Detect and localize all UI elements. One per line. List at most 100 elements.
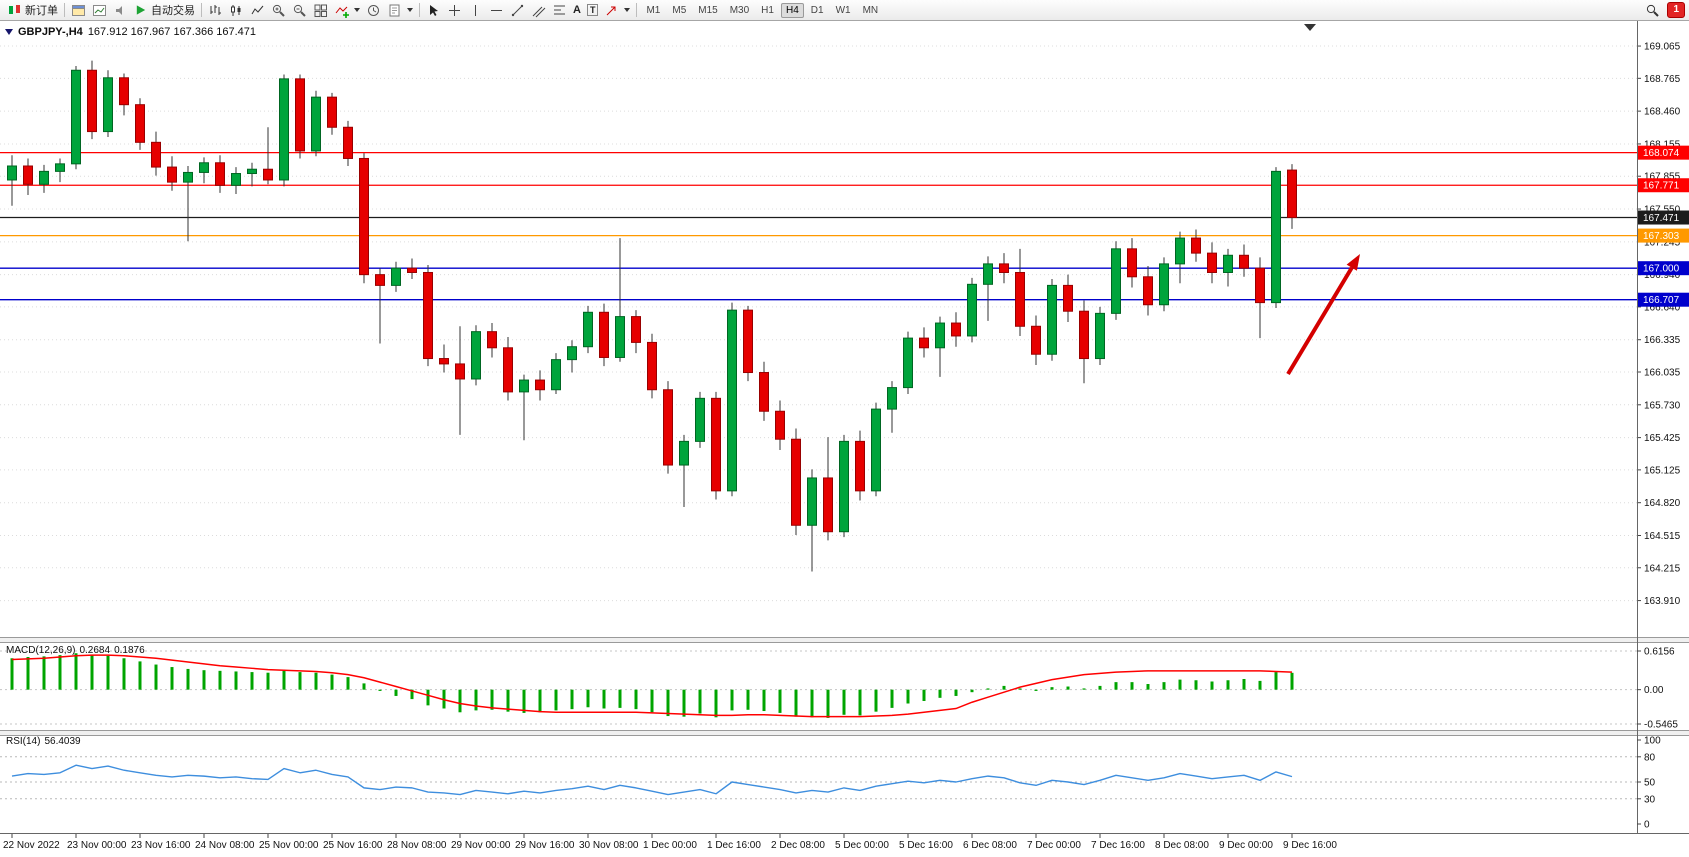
rsi-indicator-name: RSI(14) [6,736,41,747]
price-axis-label: 166.335 [1644,335,1681,346]
crosshair-icon [447,3,462,18]
price-axis-label: 166.640 [1644,302,1681,313]
timeframe-m5[interactable]: M5 [672,4,687,16]
channel-button[interactable] [528,2,549,19]
candlestick-chart-button[interactable] [226,2,247,19]
arrows-tool-button[interactable] [601,2,633,19]
timeframe-mn[interactable]: MN [862,4,879,16]
rsi-line [11,764,1293,796]
timeframe-m15[interactable]: M15 [698,4,718,16]
price-tag-167.471 [1638,210,1689,225]
market-watch-button[interactable] [89,2,110,19]
time-axis-label: 22 Nov 2022 [3,840,60,851]
timeframe-d1[interactable]: D1 [810,4,824,16]
price-axis-label: 163.910 [1644,596,1681,607]
price-axis-label: 169.065 [1644,42,1681,53]
tile-windows-button[interactable] [310,2,331,19]
time-axis-label: 5 Dec 00:00 [835,840,889,851]
horizontal-line-icon [489,3,504,18]
collapse-icon[interactable] [5,29,13,35]
dropdown-caret-icon [624,8,631,12]
price-tag-168.074 [1638,145,1689,160]
indicators-button[interactable] [331,2,363,19]
macd-value: 0.2684 [79,645,111,656]
crosshair-button[interactable] [444,2,465,19]
timeframe-m1[interactable]: M1 [646,4,661,16]
play-icon [134,3,148,17]
time-axis-label: 29 Nov 00:00 [451,840,511,851]
time-axis-label: 5 Dec 16:00 [899,840,953,851]
price-axis-label: 165.125 [1644,465,1681,476]
horizontal-level-lines[interactable] [0,152,1637,301]
macd-signal-line [11,654,1293,718]
time-axis-label: 24 Nov 08:00 [195,840,255,851]
templates-button[interactable] [384,2,416,19]
macd-label: MACD(12,26,9) 0.2684 0.1876 [6,645,145,656]
timeframe-h4[interactable]: H4 [780,2,804,18]
panel-dividers[interactable] [0,20,1689,834]
chart-window-icon [71,3,86,18]
fibonacci-icon [552,3,567,18]
cursor-button[interactable] [423,2,444,19]
svg-text:167.303: 167.303 [1643,231,1680,242]
timeframe-bar: M1 M5 M15 M30 H1 H4 D1 W1 MN [640,2,884,18]
fibonacci-button[interactable] [549,2,570,19]
price-tag-166.707 [1638,292,1689,307]
time-axis[interactable] [11,834,1293,838]
zoom-out-button[interactable] [289,2,310,19]
auto-trading-button[interactable]: 自动交易 [131,2,198,19]
rsi-panel [0,739,1641,825]
rsi-axis-label: 50 [1644,778,1656,789]
price-axis-label: 168.765 [1644,74,1681,85]
chart-window-button[interactable] [68,2,89,19]
new-order-button[interactable]: 新订单 [4,2,61,19]
search-icon [1645,3,1660,18]
channel-icon [531,3,546,18]
price-axis-label: 167.245 [1644,237,1681,248]
dropdown-caret-icon [407,8,413,12]
separator [636,3,638,17]
time-axis-label: 2 Dec 08:00 [771,840,825,851]
template-icon [387,3,402,18]
time-axis-label: 8 Dec 08:00 [1155,840,1209,851]
chart-shift-marker[interactable] [1304,24,1316,31]
price-axis-label: 164.515 [1644,531,1681,542]
time-axis-label: 9 Dec 00:00 [1219,840,1273,851]
notification-badge[interactable]: 1 [1667,2,1685,18]
timeframe-m30[interactable]: M30 [729,4,750,16]
text-tool-button[interactable]: A [570,2,584,19]
horizontal-line-button[interactable] [486,2,507,19]
chart-symbol-title: GBPJPY-,H4 [18,26,83,38]
price-axis-label: 166.940 [1644,270,1681,281]
line-chart-button[interactable] [247,2,268,19]
time-axis-label: 1 Dec 16:00 [707,840,761,851]
zoom-out-icon [292,3,307,18]
toolbar: 新订单 自动交易 [0,0,1689,21]
price-gridlines [0,45,1641,602]
new-order-icon [7,3,22,18]
timeframe-h1[interactable]: H1 [761,4,774,16]
rsi-axis-label: 0 [1644,820,1650,831]
price-tag-167.303 [1638,228,1689,243]
time-axis-label: 23 Nov 16:00 [131,840,191,851]
separator [419,3,420,17]
chart-title-bar: GBPJPY-,H4 167.912 167.967 167.366 167.4… [5,26,256,38]
new-order-label: 新订单 [25,5,58,17]
rsi-axis-label: 100 [1644,736,1661,747]
label-tool-button[interactable]: T [584,2,602,19]
timeframe-w1[interactable]: W1 [835,4,851,16]
svg-text:167.000: 167.000 [1643,264,1680,275]
annotation-arrow[interactable] [1286,254,1360,376]
time-axis-label: 7 Dec 00:00 [1027,840,1081,851]
time-axis-label: 9 Dec 16:00 [1283,840,1337,851]
alerts-button[interactable] [110,2,131,19]
periods-button[interactable] [363,2,384,19]
bar-chart-button[interactable] [205,2,226,19]
search-button[interactable] [1642,2,1663,19]
vertical-line-button[interactable] [465,2,486,19]
trendline-button[interactable] [507,2,528,19]
zoom-in-button[interactable] [268,2,289,19]
time-axis-label: 30 Nov 08:00 [579,840,639,851]
vertical-line-icon [468,3,483,18]
